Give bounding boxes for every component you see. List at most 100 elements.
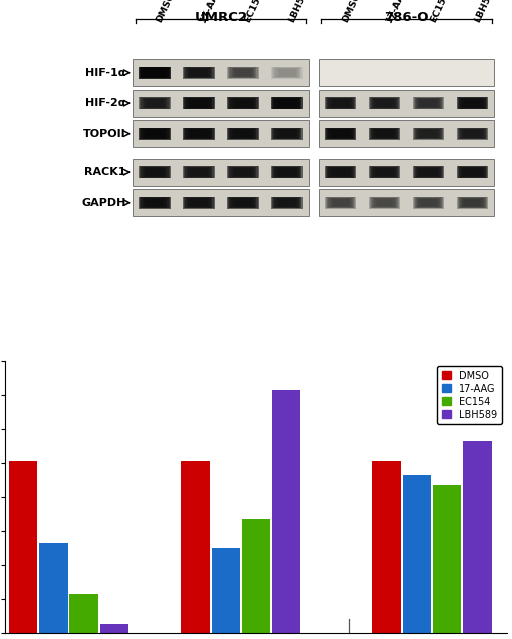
Bar bbox=[332, 199, 350, 206]
Bar bbox=[133, 158, 309, 186]
Bar bbox=[190, 130, 208, 137]
Bar bbox=[419, 130, 438, 137]
Bar bbox=[416, 128, 441, 139]
Bar bbox=[230, 167, 255, 177]
Bar bbox=[191, 69, 207, 76]
Bar bbox=[231, 198, 254, 208]
Bar bbox=[232, 129, 253, 138]
Bar bbox=[146, 130, 164, 137]
Bar bbox=[458, 166, 487, 178]
Bar bbox=[413, 197, 444, 209]
Bar bbox=[133, 59, 309, 86]
Bar bbox=[329, 198, 352, 208]
Bar bbox=[227, 128, 259, 140]
Bar bbox=[143, 197, 167, 208]
Bar bbox=[275, 129, 298, 139]
Bar bbox=[181, 461, 209, 633]
Bar bbox=[371, 128, 398, 139]
Bar bbox=[325, 197, 356, 209]
Bar bbox=[331, 129, 351, 138]
Bar bbox=[191, 169, 207, 176]
Bar bbox=[187, 68, 210, 77]
Bar bbox=[187, 167, 210, 177]
Bar bbox=[318, 120, 495, 147]
Bar bbox=[459, 197, 486, 208]
Bar bbox=[234, 168, 252, 176]
Bar bbox=[183, 97, 215, 109]
Bar bbox=[186, 167, 211, 177]
Bar bbox=[278, 130, 296, 137]
Bar bbox=[373, 167, 396, 177]
Bar bbox=[276, 129, 297, 138]
Bar bbox=[189, 68, 209, 77]
Bar bbox=[369, 197, 400, 209]
Text: EC154: EC154 bbox=[243, 0, 265, 24]
Text: UMRC2: UMRC2 bbox=[195, 11, 247, 24]
Bar bbox=[235, 169, 251, 176]
Bar bbox=[331, 168, 351, 176]
Bar bbox=[464, 169, 480, 176]
Bar bbox=[272, 197, 302, 208]
Bar bbox=[369, 97, 400, 109]
Bar bbox=[147, 169, 163, 176]
Bar bbox=[415, 98, 442, 109]
Bar bbox=[372, 461, 401, 633]
Bar bbox=[231, 167, 254, 177]
Bar bbox=[464, 100, 480, 107]
Bar bbox=[460, 167, 485, 177]
Bar bbox=[328, 167, 353, 177]
Bar bbox=[190, 99, 208, 107]
Bar bbox=[187, 129, 210, 139]
Bar bbox=[184, 97, 214, 109]
Text: RACK1: RACK1 bbox=[84, 167, 125, 177]
Bar bbox=[230, 197, 255, 208]
Bar bbox=[369, 166, 400, 178]
Bar bbox=[375, 199, 394, 206]
Bar bbox=[274, 68, 299, 78]
Bar bbox=[372, 98, 397, 108]
Bar bbox=[144, 98, 166, 108]
Bar bbox=[374, 198, 395, 207]
Bar bbox=[414, 166, 443, 178]
Bar bbox=[377, 169, 393, 176]
Bar bbox=[141, 98, 168, 109]
Bar bbox=[369, 128, 400, 140]
Bar bbox=[271, 97, 303, 109]
Bar bbox=[457, 97, 488, 109]
Bar bbox=[463, 130, 481, 137]
Bar bbox=[9, 461, 37, 633]
Bar bbox=[228, 128, 258, 139]
Bar bbox=[318, 189, 495, 216]
Bar bbox=[457, 128, 488, 140]
Bar bbox=[191, 100, 207, 107]
Bar bbox=[274, 98, 299, 108]
Bar bbox=[228, 166, 258, 178]
Bar bbox=[235, 100, 251, 107]
Bar bbox=[145, 168, 165, 176]
Bar bbox=[271, 66, 303, 79]
Bar bbox=[375, 99, 394, 107]
Bar bbox=[231, 68, 254, 77]
Bar bbox=[463, 99, 481, 107]
Bar bbox=[420, 130, 436, 137]
Bar bbox=[328, 98, 353, 108]
Bar bbox=[273, 128, 300, 139]
Bar bbox=[274, 128, 299, 139]
Bar bbox=[191, 130, 207, 137]
Bar bbox=[420, 199, 436, 206]
Bar bbox=[211, 548, 240, 633]
Bar bbox=[186, 197, 211, 208]
Bar bbox=[278, 168, 296, 176]
Bar bbox=[187, 98, 210, 108]
Bar bbox=[227, 66, 259, 79]
Bar bbox=[460, 197, 485, 208]
Bar bbox=[145, 129, 165, 138]
Bar bbox=[370, 97, 399, 109]
Bar bbox=[190, 199, 208, 206]
Bar bbox=[139, 97, 171, 109]
Bar bbox=[191, 199, 207, 206]
Bar bbox=[189, 129, 209, 138]
Bar bbox=[140, 97, 169, 109]
Bar bbox=[230, 128, 255, 139]
Bar bbox=[230, 68, 255, 78]
